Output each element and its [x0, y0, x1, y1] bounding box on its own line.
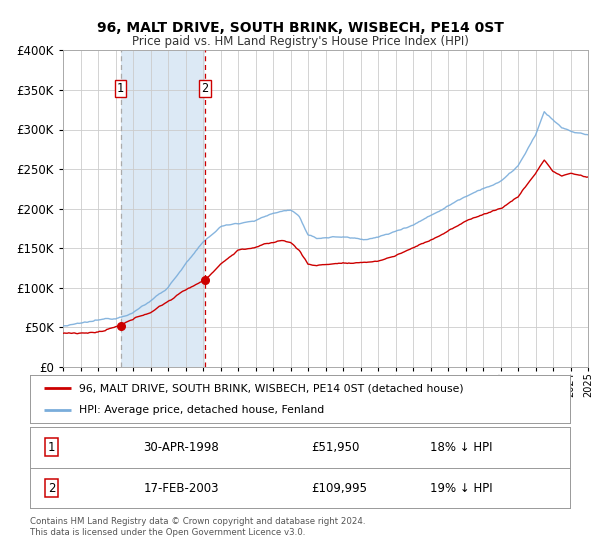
- Text: Price paid vs. HM Land Registry's House Price Index (HPI): Price paid vs. HM Land Registry's House …: [131, 35, 469, 48]
- Text: £109,995: £109,995: [311, 482, 367, 494]
- Text: Contains HM Land Registry data © Crown copyright and database right 2024.: Contains HM Land Registry data © Crown c…: [30, 517, 365, 526]
- Bar: [121, 50, 205, 367]
- Text: 18% ↓ HPI: 18% ↓ HPI: [430, 441, 492, 454]
- Text: 17-FEB-2003: 17-FEB-2003: [143, 482, 219, 494]
- Text: 2: 2: [202, 82, 209, 95]
- Text: 96, MALT DRIVE, SOUTH BRINK, WISBECH, PE14 0ST: 96, MALT DRIVE, SOUTH BRINK, WISBECH, PE…: [97, 21, 503, 35]
- Text: 19% ↓ HPI: 19% ↓ HPI: [430, 482, 492, 494]
- Text: This data is licensed under the Open Government Licence v3.0.: This data is licensed under the Open Gov…: [30, 528, 305, 537]
- Text: HPI: Average price, detached house, Fenland: HPI: Average price, detached house, Fenl…: [79, 405, 324, 415]
- Text: £51,950: £51,950: [311, 441, 359, 454]
- Text: 30-APR-1998: 30-APR-1998: [143, 441, 219, 454]
- Text: 1: 1: [117, 82, 124, 95]
- Text: 1: 1: [48, 441, 55, 454]
- Text: 2: 2: [48, 482, 55, 494]
- Text: 96, MALT DRIVE, SOUTH BRINK, WISBECH, PE14 0ST (detached house): 96, MALT DRIVE, SOUTH BRINK, WISBECH, PE…: [79, 383, 463, 393]
